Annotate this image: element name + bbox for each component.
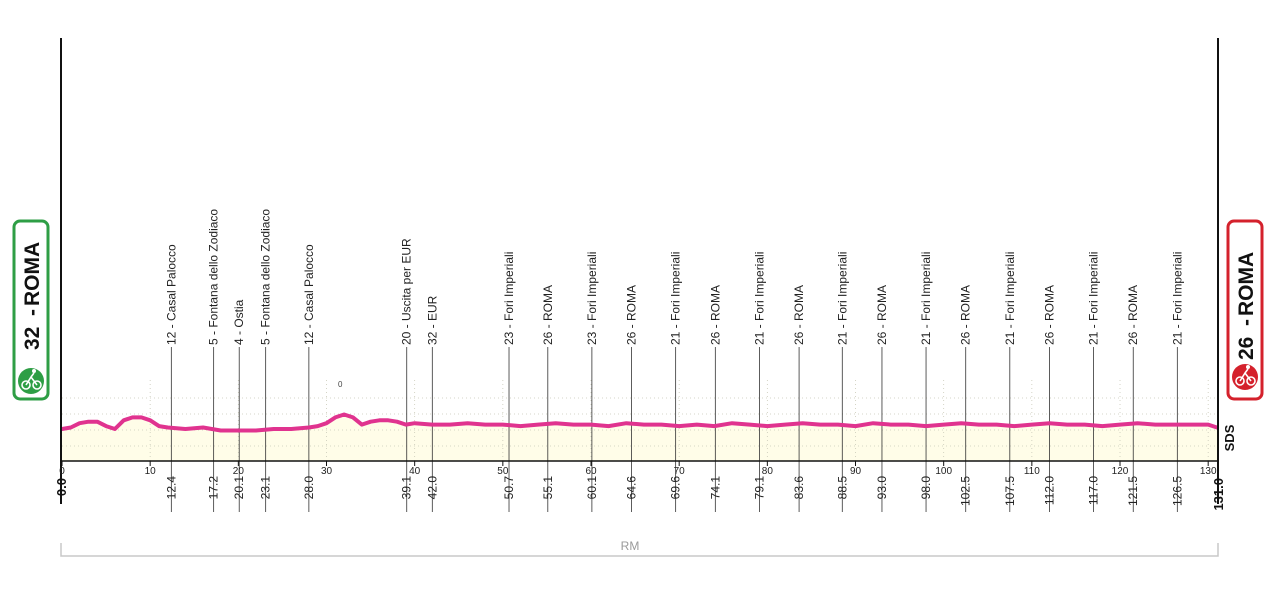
- waypoint-label: 26 - ROMA: [875, 285, 889, 345]
- waypoint-km-label: 28.0: [302, 476, 316, 500]
- waypoint-km-label: 74.1: [708, 476, 722, 500]
- waypoint-label: 21 - Fori Imperiali: [1003, 252, 1017, 345]
- x-tick-label: 100: [935, 466, 952, 477]
- start-altitude: 32: [21, 327, 44, 350]
- x-tick-label: 130: [1200, 466, 1217, 477]
- finish-cyclist-icon: [1232, 364, 1258, 390]
- profile-fill-area: [62, 414, 1217, 461]
- waypoint-km-label: 126.5: [1170, 476, 1184, 506]
- waypoint-km-label: 93.0: [875, 476, 889, 500]
- waypoint-km-label: 69.6: [669, 476, 683, 500]
- waypoint-label: 20 - Uscita per EUR: [400, 238, 414, 345]
- start-city: ROMA: [21, 242, 44, 306]
- waypoint-km-label: 50.7: [502, 476, 516, 500]
- profile-line: [60, 412, 1219, 433]
- start-separator: -: [21, 309, 44, 316]
- finish-altitude: 26: [1235, 337, 1258, 360]
- waypoint-km-label: 23.1: [259, 476, 273, 500]
- waypoint-km-label: 112.0: [1043, 476, 1057, 505]
- waypoint-label: 23 - Fori Imperiali: [502, 252, 516, 345]
- sds-logo: SDS: [1222, 424, 1237, 451]
- waypoint-km-label: 83.6: [792, 476, 806, 500]
- x-tick-label: 10: [145, 466, 157, 477]
- start-wheel-right-icon: [32, 380, 42, 390]
- waypoint-label: 26 - ROMA: [792, 285, 806, 345]
- waypoint-km-label: 121.5: [1126, 476, 1140, 506]
- waypoint-label: 21 - Fori Imperiali: [752, 252, 766, 345]
- finish-wheel-right-icon: [1246, 376, 1256, 386]
- finish-km-label: 131.0: [1211, 478, 1226, 511]
- x-tick-label: 120: [1112, 466, 1129, 477]
- x-tick-label: 20: [233, 466, 245, 477]
- waypoint-km-label: 39.1: [400, 476, 414, 500]
- finish-badge-frame: [1226, 219, 1264, 401]
- waypoint-km-label: 98.0: [919, 476, 933, 500]
- start-km-label: 0.0: [54, 478, 69, 496]
- waypoint-km-label: 64.6: [625, 476, 639, 500]
- finish-badge: 26 - ROMA: [1226, 219, 1264, 401]
- waypoint-label: 5 - Fontana dello Zodiaco: [259, 209, 273, 345]
- region-label: RM: [621, 539, 640, 553]
- x-tick-label: 60: [585, 466, 597, 477]
- region-bracket: [60, 543, 1219, 557]
- waypoint-labels: 12 - Casal Palocco 5 - Fontana dello Zodi…: [164, 209, 1184, 345]
- waypoint-label: 21 - Fori Imperiali: [1170, 252, 1184, 345]
- x-tick-label: 80: [762, 466, 774, 477]
- waypoint-km-label: 12.4: [164, 476, 178, 500]
- waypoint-label: 26 - ROMA: [1126, 285, 1140, 345]
- x-tick-label: 110: [1024, 466, 1040, 477]
- start-rider-head-icon: [32, 369, 36, 373]
- waypoint-label: 12 - Casal Palocco: [302, 244, 316, 345]
- waypoint-km-label: 117.0: [1087, 476, 1101, 505]
- waypoint-label: 5 - Fontana dello Zodiaco: [207, 209, 221, 345]
- waypoint-label: 32 - EUR: [425, 295, 439, 345]
- waypoint-km-label: 88.5: [835, 476, 849, 500]
- finish-rider-head-icon: [1246, 365, 1250, 369]
- start-cyclist-icon: [18, 368, 44, 394]
- finish-separator: -: [1235, 319, 1258, 326]
- start-badge-frame: [12, 219, 50, 401]
- waypoint-label: 23 - Fori Imperiali: [585, 252, 599, 345]
- waypoint-km-label: 42.0: [425, 476, 439, 500]
- waypoint-label: 21 - Fori Imperiali: [919, 252, 933, 345]
- x-tick-label: 30: [321, 466, 333, 477]
- waypoint-label: 26 - ROMA: [625, 285, 639, 345]
- x-tick-label: 70: [674, 466, 686, 477]
- finish-wheel-left-icon: [1235, 376, 1245, 386]
- finish-rider-icon: [1239, 368, 1252, 382]
- x-tick-label: 0: [59, 466, 65, 477]
- start-badge: 32 - ROMA: [12, 219, 50, 401]
- x-tick-label: 50: [497, 466, 509, 477]
- waypoint-label: 21 - Fori Imperiali: [835, 252, 849, 345]
- elevation-mark: 0: [338, 380, 343, 389]
- waypoint-label: 26 - ROMA: [708, 285, 722, 345]
- start-wheel-left-icon: [21, 380, 31, 390]
- x-tick-label: 40: [409, 466, 421, 477]
- waypoint-label: 12 - Casal Palocco: [164, 244, 178, 345]
- waypoint-km-label: 107.5: [1003, 476, 1017, 506]
- waypoint-km-label: 55.1: [541, 476, 555, 500]
- finish-city: ROMA: [1235, 252, 1258, 316]
- waypoint-km-label: 20.1: [232, 476, 246, 500]
- waypoint-label: 26 - ROMA: [959, 285, 973, 345]
- waypoint-guides: [170, 347, 1178, 512]
- waypoint-label: 21 - Fori Imperiali: [1087, 252, 1101, 345]
- waypoint-label: 26 - ROMA: [1043, 285, 1057, 345]
- x-axis-ticks: 0 10 20 30 40 50 60 70 80 90 100 110 120 130: [59, 461, 1217, 477]
- waypoint-label: 26 - ROMA: [541, 285, 555, 345]
- waypoint-km-label: 102.5: [959, 476, 973, 506]
- waypoint-km-label: 60.1: [585, 476, 599, 500]
- start-rider-icon: [25, 372, 38, 386]
- waypoint-label: 21 - Fori Imperiali: [669, 252, 683, 345]
- waypoint-km-label: 17.2: [207, 476, 221, 500]
- waypoint-km-labels: 12.4 17.2 20.1 23.1 28.0 39.1 42.0 50.7 55.1 60.1…: [164, 476, 1184, 506]
- waypoint-label: 4 - Ostia: [232, 299, 246, 345]
- x-tick-label: 90: [850, 466, 862, 477]
- waypoint-km-label: 79.1: [752, 476, 766, 500]
